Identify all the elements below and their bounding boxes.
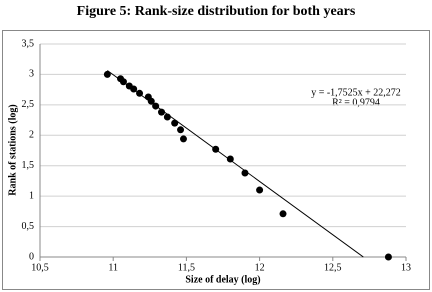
- x-tick-label: 12: [255, 262, 265, 273]
- data-point: [279, 210, 287, 218]
- y-axis-label: Rank of stations (log): [7, 104, 18, 195]
- data-point: [171, 119, 179, 127]
- y-tick-label: 2,5: [22, 99, 35, 110]
- data-point: [163, 113, 171, 121]
- y-tick-label: 3: [29, 69, 34, 80]
- data-point: [177, 126, 185, 134]
- y-tick-label: 3,5: [22, 38, 35, 49]
- data-point: [158, 108, 166, 116]
- data-point: [130, 85, 138, 93]
- data-point: [226, 155, 234, 163]
- trend-r2: R² = 0,9794: [332, 97, 380, 108]
- data-point: [212, 145, 220, 153]
- data-point: [152, 102, 160, 110]
- data-point: [179, 135, 187, 143]
- data-point: [103, 70, 111, 78]
- chart-title: Figure 5: Rank-size distribution for bot…: [77, 4, 356, 19]
- y-tick-label: 0: [29, 251, 34, 262]
- data-point: [241, 169, 249, 177]
- y-tick-label: 1: [29, 190, 34, 201]
- trend-equation: y = -1,7525x + 22,272: [311, 87, 401, 98]
- y-tick-label: 2: [29, 130, 34, 141]
- chart-frame: [2, 30, 430, 290]
- y-tick-label: 1,5: [22, 160, 35, 171]
- data-point: [384, 253, 392, 261]
- data-point: [256, 186, 264, 194]
- x-tick-label: 10,5: [31, 262, 49, 273]
- data-point: [119, 78, 127, 86]
- x-tick-label: 11: [108, 262, 118, 273]
- data-point: [136, 89, 144, 97]
- data-point: [147, 97, 155, 105]
- x-tick-label: 13: [401, 262, 411, 273]
- x-tick-label: 11,5: [178, 262, 195, 273]
- x-axis-label: Size of delay (log): [185, 274, 260, 285]
- y-tick-label: 0,5: [22, 221, 35, 232]
- x-tick-label: 12,5: [324, 262, 342, 273]
